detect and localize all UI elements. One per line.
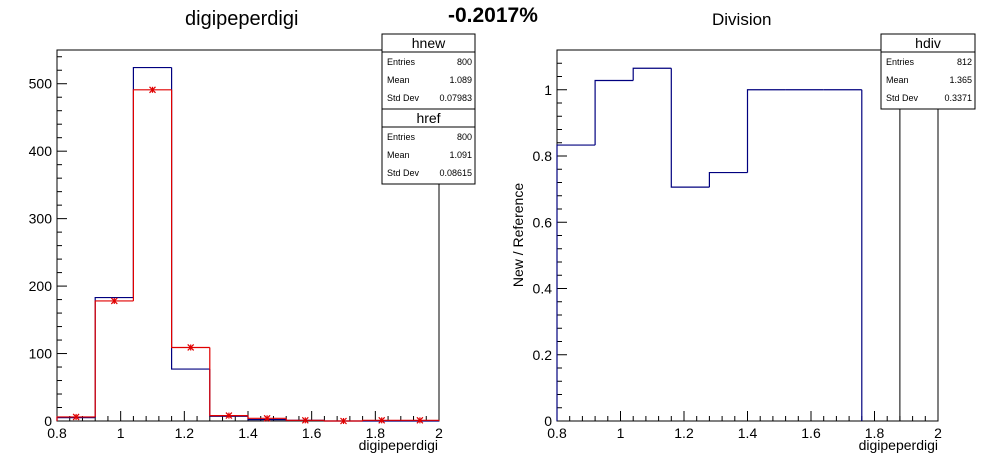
stats-row-value: 1.091 <box>449 150 472 160</box>
histogram-bin-hnew <box>132 66 172 298</box>
y-tick-label: 500 <box>29 76 53 92</box>
x-axis-label: digipeperdigi <box>859 437 938 453</box>
x-tick-label: 1.2 <box>175 425 195 441</box>
data-point-href <box>225 412 233 420</box>
x-tick-label: 0.8 <box>47 425 67 441</box>
x-tick-label: 0.8 <box>547 425 567 441</box>
x-tick-label: 1.6 <box>801 425 821 441</box>
y-tick-label: 0 <box>544 413 552 429</box>
stats-row-value: 0.08615 <box>439 168 472 178</box>
stats-row-value: 812 <box>957 57 972 67</box>
y-axis-label: New / Reference <box>510 183 526 287</box>
x-tick-label: 1 <box>117 425 125 441</box>
y-tick-label: 1 <box>544 82 552 98</box>
stats-row-label: Mean <box>886 75 909 85</box>
x-tick-label: 1.8 <box>366 425 386 441</box>
x-tick-label: 2 <box>934 425 942 441</box>
y-tick-label: 0.4 <box>533 281 553 297</box>
histogram-bin-hnew <box>94 296 134 418</box>
stats-box-href <box>381 108 476 185</box>
y-tick-label: 0.2 <box>533 347 553 363</box>
stats-row-value: 0.07983 <box>439 93 472 103</box>
histogram-bin-hdiv <box>594 79 634 146</box>
stats-box-title: hnew <box>412 35 446 51</box>
histogram-bin-hdiv <box>708 171 748 188</box>
histogram-bin-href <box>171 89 210 349</box>
x-axis-label: digipeperdigi <box>359 437 438 453</box>
histogram-bin-hdiv <box>556 144 596 421</box>
x-tick-label: 1 <box>617 425 625 441</box>
stats-row-value: 0.3371 <box>944 93 972 103</box>
stats-row-value: 800 <box>457 132 472 142</box>
left-chart-title: digipeperdigi <box>185 8 299 30</box>
histogram-bin-href <box>285 418 325 421</box>
data-point-href <box>416 416 424 424</box>
stats-row-label: Mean <box>387 150 410 160</box>
histogram-bin-href <box>94 300 134 417</box>
stats-row-label: Mean <box>387 75 410 85</box>
x-tick-label: 2 <box>435 425 443 441</box>
y-tick-label: 0.6 <box>533 214 553 230</box>
stats-box-title: href <box>416 110 440 126</box>
histogram-bin-hdiv <box>746 89 786 173</box>
stats-row-label: Std Dev <box>886 93 919 103</box>
y-tick-label: 0.8 <box>533 148 553 164</box>
y-tick-label: 0 <box>44 413 52 429</box>
histogram-bin-href <box>362 419 401 421</box>
x-tick-label: 1.8 <box>865 425 885 441</box>
stats-row-label: Entries <box>387 132 416 142</box>
histogram-bin-hnew <box>209 369 248 417</box>
stats-row-value: 1.365 <box>949 75 972 85</box>
data-point-href <box>149 86 156 94</box>
right-chart-title: Division <box>712 10 772 29</box>
histogram-bin-href <box>323 420 363 422</box>
data-point-href <box>340 417 347 425</box>
stats-box-hnew <box>381 33 476 110</box>
data-point-href <box>72 413 80 421</box>
stats-row-label: Entries <box>886 57 915 67</box>
histogram-bin-hdiv <box>670 68 710 188</box>
data-point-href <box>187 344 195 351</box>
x-tick-label: 1.4 <box>238 425 258 441</box>
x-tick-label: 1.2 <box>674 425 694 441</box>
diff-percentage: -0.2017% <box>448 4 538 27</box>
stats-box-hdiv <box>880 33 976 110</box>
stats-row-label: Std Dev <box>387 93 420 103</box>
stats-row-value: 800 <box>457 57 472 67</box>
y-tick-label: 100 <box>29 346 53 362</box>
histogram-bin-href <box>209 347 248 417</box>
histogram-bin-href <box>247 415 287 419</box>
stats-row-label: Entries <box>387 57 416 67</box>
histogram-bin-hnew <box>171 67 210 370</box>
x-tick-label: 1.6 <box>302 425 322 441</box>
y-tick-label: 300 <box>29 211 53 227</box>
x-tick-label: 1.4 <box>738 425 758 441</box>
data-point-href <box>378 416 386 424</box>
histogram-bin-href <box>132 89 172 301</box>
data-point-href <box>263 414 271 422</box>
y-tick-label: 200 <box>29 278 53 294</box>
histogram-bin-href <box>56 416 96 421</box>
stats-box-title: hdiv <box>915 35 941 51</box>
y-tick-label: 400 <box>29 143 53 159</box>
histogram-bin-hdiv <box>632 67 672 81</box>
data-point-href <box>301 416 309 424</box>
stats-row-label: Std Dev <box>387 168 420 178</box>
stats-row-value: 1.089 <box>449 75 472 85</box>
data-point-href <box>110 297 118 305</box>
